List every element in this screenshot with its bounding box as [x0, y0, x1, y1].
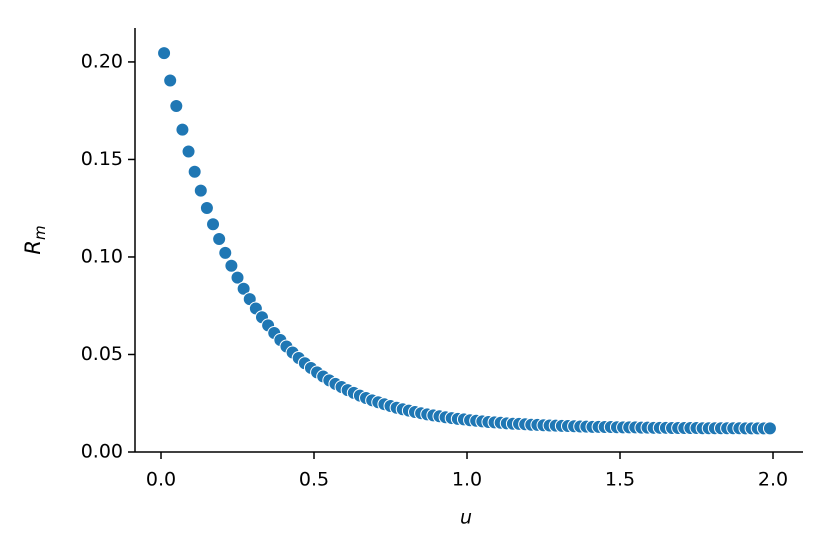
- scatter-point: [206, 217, 221, 232]
- scatter-point: [163, 73, 178, 88]
- scatter-point: [157, 46, 172, 61]
- y-tick-label: 0.10: [81, 245, 123, 267]
- y-axis-label-subscript: m: [31, 225, 49, 240]
- y-axis-label-main: R: [21, 240, 45, 255]
- scatter-point: [187, 164, 202, 179]
- x-tick-label: 1.5: [605, 469, 635, 491]
- x-tick-label: 2.0: [758, 469, 788, 491]
- scatter-point: [181, 144, 196, 159]
- y-axis-label: Rm: [21, 225, 49, 254]
- scatter-point: [169, 99, 184, 114]
- x-axis-label: u: [460, 507, 472, 529]
- y-tick-label: 0.00: [81, 441, 123, 463]
- scatter-point: [199, 201, 214, 216]
- scatter-point: [224, 258, 239, 273]
- y-tick-label: 0.05: [81, 343, 123, 365]
- x-tick-label: 1.0: [452, 469, 482, 491]
- x-tick-label: 0.5: [299, 469, 329, 491]
- scatter-point: [212, 232, 227, 247]
- scatter-point: [762, 421, 777, 436]
- y-tick-label: 0.15: [81, 148, 123, 170]
- x-tick-label: 0.0: [146, 469, 176, 491]
- scatter-point: [236, 281, 251, 296]
- scatter-point: [193, 183, 208, 198]
- scatter-point: [175, 122, 190, 137]
- scatter-point: [230, 270, 245, 285]
- scatter-point: [218, 245, 233, 260]
- y-tick-label: 0.20: [81, 50, 123, 72]
